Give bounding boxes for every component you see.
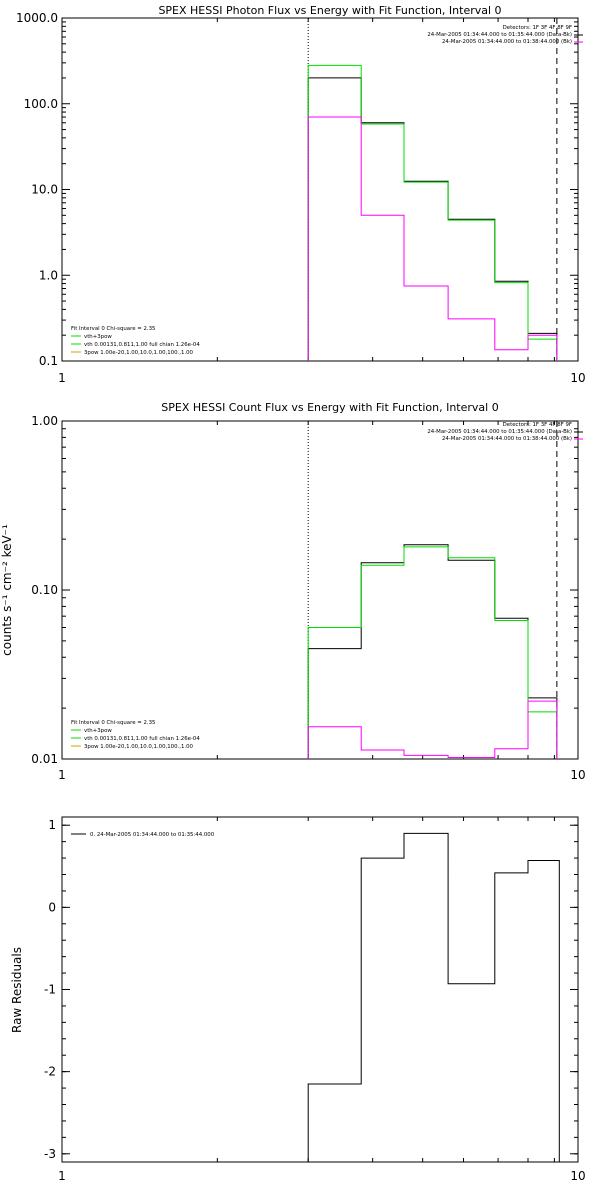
residuals-ylabel: Raw Residuals: [10, 947, 24, 1033]
count-flux-legend-bk: 24-Mar-2005 01:34:44.000 to 01:38:44.000…: [442, 436, 572, 442]
photon-flux-ytick-label: 100.0: [24, 97, 58, 111]
photon-flux-xtick-10: 10: [570, 371, 585, 385]
count-flux-plot-area: 0.01 0.10 1.00: [31, 414, 579, 766]
count-flux-ytick-label: 1.00: [31, 414, 58, 428]
residuals-xtick-10: 10: [570, 1169, 585, 1183]
residuals-legend: 0. 24-Mar-2005 01:34:44.000 to 01:35:44.…: [90, 832, 215, 838]
photon-flux-plot-area: 0.1 1.0 10.0 100.0 1000.0: [16, 11, 579, 368]
count-flux-series-2-step-line: [307, 700, 558, 759]
photon-flux-axes-frame: [61, 17, 579, 362]
residuals-ytick-label: -1: [44, 983, 56, 997]
count-flux-legend-top-right: Detectors: 1F 3F 4F 8F 9F 24-Mar-2005 01…: [427, 422, 572, 442]
count-flux-fit-info: Fit Interval 0 Chi-square = 2.35: [71, 720, 155, 726]
photon-flux-series-1-step-line: [307, 64, 558, 361]
residuals-axes-frame: [61, 816, 579, 1163]
count-flux-series-1-step-line: [307, 546, 558, 759]
photon-flux-model: vth+3pow: [84, 334, 112, 340]
photon-flux-ytick-label: 0.1: [39, 354, 58, 368]
count-flux-title: SPEX HESSI Count Flux vs Energy with Fit…: [161, 401, 498, 414]
count-flux-ylabel: counts s⁻¹ cm⁻² keV⁻¹: [0, 524, 14, 656]
photon-flux-series-0-step-line: [307, 77, 558, 361]
photon-flux-ytick-label: 1000.0: [16, 11, 58, 25]
residuals-panel: Raw Residuals 0. 24-Mar-2005 01:34:44.00…: [10, 832, 586, 1183]
photon-flux-series-2-step-line: [307, 116, 558, 361]
residuals-series-0-step-line: [307, 832, 560, 1162]
residuals-ytick-label: 0: [48, 900, 56, 914]
count-flux-3pow: 3pow 1.00e-20,1.00,10.0,1.00,100.,1.00: [84, 744, 194, 750]
count-flux-panel: SPEX HESSI Count Flux vs Energy with Fit…: [0, 401, 586, 782]
count-flux-legend-bottom-left: Fit Interval 0 Chi-square = 2.35 vth+3po…: [71, 720, 200, 750]
count-flux-ytick-label: 0.10: [31, 583, 58, 597]
count-flux-legend-data: 24-Mar-2005 01:34:44.000 to 01:35:44.000…: [427, 429, 572, 435]
photon-flux-title: SPEX HESSI Photon Flux vs Energy with Fi…: [158, 4, 501, 17]
photon-flux-legend-detectors: Detectors: 1F 3F 4F 8F 9F: [503, 25, 572, 31]
photon-flux-panel: SPEX HESSI Photon Flux vs Energy with Fi…: [58, 4, 585, 385]
count-flux-vth: vth 0.00131,0.811,1.00 full chian 1.26e-…: [84, 736, 200, 742]
count-flux-xtick-10: 10: [570, 768, 585, 782]
count-flux-axes-frame: [61, 420, 579, 760]
residuals-plot-area: -3 -2 -1 0 1: [44, 816, 579, 1163]
photon-flux-ytick-label: 1.0: [39, 268, 58, 282]
residuals-ytick-label: -2: [44, 1065, 56, 1079]
photon-flux-vth: vth 0.00131,0.811,1.00 full chian 1.26e-…: [84, 342, 200, 348]
photon-flux-3pow: 3pow 1.00e-20,1.00,10.0,1.00,100.,1.00: [84, 350, 194, 356]
photon-flux-ytick-label: 10.0: [31, 183, 58, 197]
count-flux-legend-detectors: Detectors: 1F 3F 4F 8F 9F: [503, 422, 572, 428]
residuals-ytick-label: -3: [44, 1147, 56, 1161]
residuals-xtick-1: 1: [58, 1169, 66, 1183]
photon-flux-legend-bk: 24-Mar-2005 01:34:44.000 to 01:38:44.000…: [442, 39, 572, 45]
photon-flux-legend-data: 24-Mar-2005 01:34:44.000 to 01:35:44.000…: [427, 32, 572, 38]
photon-flux-legend-bottom-left: Fit Interval 0 Chi-square = 2.35 vth+3po…: [71, 326, 200, 356]
photon-flux-fit-info: Fit Interval 0 Chi-square = 2.35: [71, 326, 155, 332]
photon-flux-xtick-1: 1: [58, 371, 66, 385]
count-flux-model: vth+3pow: [84, 728, 112, 734]
photon-flux-legend-top-right: Detectors: 1F 3F 4F 8F 9F 24-Mar-2005 01…: [427, 25, 572, 45]
count-flux-xtick-1: 1: [58, 768, 66, 782]
count-flux-ytick-label: 0.01: [31, 752, 58, 766]
residuals-ytick-label: 1: [48, 818, 56, 832]
